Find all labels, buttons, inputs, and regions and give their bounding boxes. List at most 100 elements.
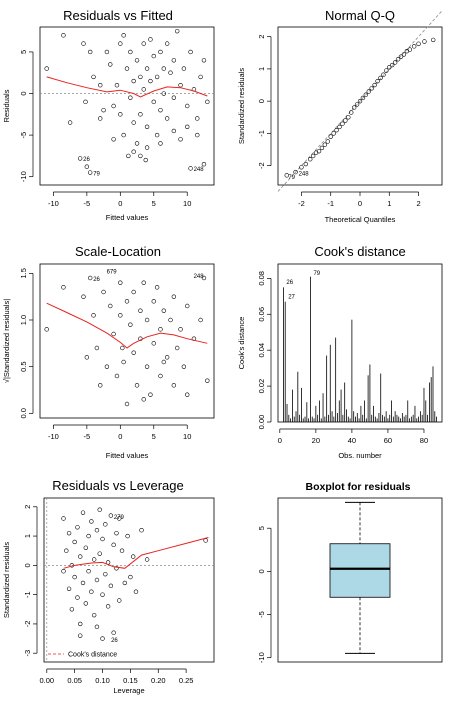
y-tick-label: -10: [19, 171, 28, 182]
data-point: [144, 317, 150, 323]
data-point: [357, 98, 363, 104]
data-point: [144, 145, 150, 150]
data-point: [77, 156, 83, 161]
plot-frame: [39, 26, 215, 186]
y-tick-label: 0.00: [257, 415, 266, 430]
point-label: 79: [288, 175, 295, 181]
point-label: 26: [286, 280, 293, 286]
data-point: [125, 533, 130, 539]
data-point: [331, 131, 336, 136]
y-tick-label: 0.5: [19, 361, 28, 371]
x-tick-label: -5: [84, 432, 91, 441]
data-point: [94, 345, 100, 351]
data-point: [124, 401, 130, 407]
data-point: [117, 598, 122, 603]
point-label: 26: [111, 638, 118, 644]
y-axis-label: Residuals: [2, 89, 11, 122]
data-point: [141, 41, 146, 46]
data-point: [75, 595, 80, 600]
x-axis-label: Fitted values: [106, 213, 149, 222]
data-point: [94, 528, 100, 533]
x-tick-label: -1: [327, 199, 334, 208]
y-tick-label: -1: [257, 130, 266, 137]
data-point: [83, 601, 89, 606]
smooth-line: [46, 302, 208, 349]
data-point: [174, 28, 180, 34]
data-point: [118, 41, 123, 46]
data-point: [118, 112, 123, 117]
data-point: [164, 355, 170, 360]
data-point: [398, 54, 404, 59]
panel-title: Scale-Location: [75, 244, 161, 259]
data-point: [108, 583, 114, 589]
data-point: [89, 589, 94, 594]
data-point: [205, 378, 210, 383]
data-point: [299, 165, 304, 170]
y-axis-label: √|Standardized residuals|: [2, 299, 11, 383]
x-tick-label: 0: [118, 432, 122, 441]
data-point: [401, 52, 407, 57]
data-point: [310, 153, 316, 159]
point-label: 27: [288, 294, 295, 300]
data-point: [431, 37, 436, 43]
data-point: [118, 280, 123, 285]
x-tick-label: 0.05: [67, 676, 82, 685]
data-point: [303, 161, 309, 167]
data-point: [203, 538, 208, 543]
data-point: [195, 116, 200, 121]
panel-title: Boxplot for residuals: [305, 481, 410, 493]
data-point: [89, 519, 94, 524]
data-point: [69, 607, 75, 612]
x-tick-label: 0.10: [95, 676, 110, 685]
panel-title: Cook's distance: [314, 244, 405, 259]
data-point: [86, 533, 91, 539]
data-point: [188, 49, 193, 55]
x-tick-label: 1: [387, 199, 391, 208]
y-axis-label: Standardized residuals: [237, 68, 246, 145]
y-tick-label: 1.5: [19, 268, 28, 278]
y-tick-label: 0.0: [19, 408, 28, 418]
data-point: [122, 580, 128, 586]
point-label: 248: [194, 167, 205, 173]
data-point: [316, 148, 322, 154]
x-tick-label: 0.15: [123, 676, 138, 685]
data-point: [114, 83, 120, 88]
data-point: [111, 630, 116, 635]
data-point: [181, 66, 187, 71]
point-label: 248: [299, 172, 310, 178]
data-point: [131, 78, 136, 84]
data-point: [78, 633, 83, 638]
data-point: [158, 141, 163, 146]
data-point: [120, 345, 125, 351]
data-point: [171, 95, 177, 100]
data-point: [205, 99, 210, 105]
data-point: [66, 530, 72, 536]
panel-title: Normal Q-Q: [325, 8, 395, 23]
data-point: [181, 364, 187, 369]
data-point: [171, 128, 177, 134]
y-tick-label: 2: [23, 505, 32, 509]
x-tick-label: 5: [152, 199, 156, 208]
panel-title: Residuals vs Leverage: [52, 478, 184, 493]
x-tick-label: 5: [152, 432, 156, 441]
data-point: [322, 142, 328, 147]
smooth-line: [63, 537, 209, 569]
data-point: [416, 41, 421, 46]
data-point: [138, 153, 143, 159]
panel-6: Boxplot for residuals -10 -5 0 5: [257, 481, 443, 663]
data-point: [124, 299, 130, 304]
data-point: [80, 580, 86, 586]
x-tick-label: 0.20: [151, 676, 166, 685]
x-tick-label: 40: [348, 436, 356, 445]
qq-reference-line: [277, 10, 443, 192]
x-tick-label: 10: [183, 432, 191, 441]
data-point: [117, 516, 122, 521]
y-tick-label: 2: [257, 35, 266, 39]
data-point: [185, 303, 190, 309]
y-tick-label: 0.04: [257, 343, 266, 358]
data-point: [349, 110, 354, 115]
data-point: [185, 103, 190, 109]
data-point: [151, 53, 156, 59]
data-point: [84, 355, 90, 360]
x-tick-label: 10: [183, 199, 191, 208]
